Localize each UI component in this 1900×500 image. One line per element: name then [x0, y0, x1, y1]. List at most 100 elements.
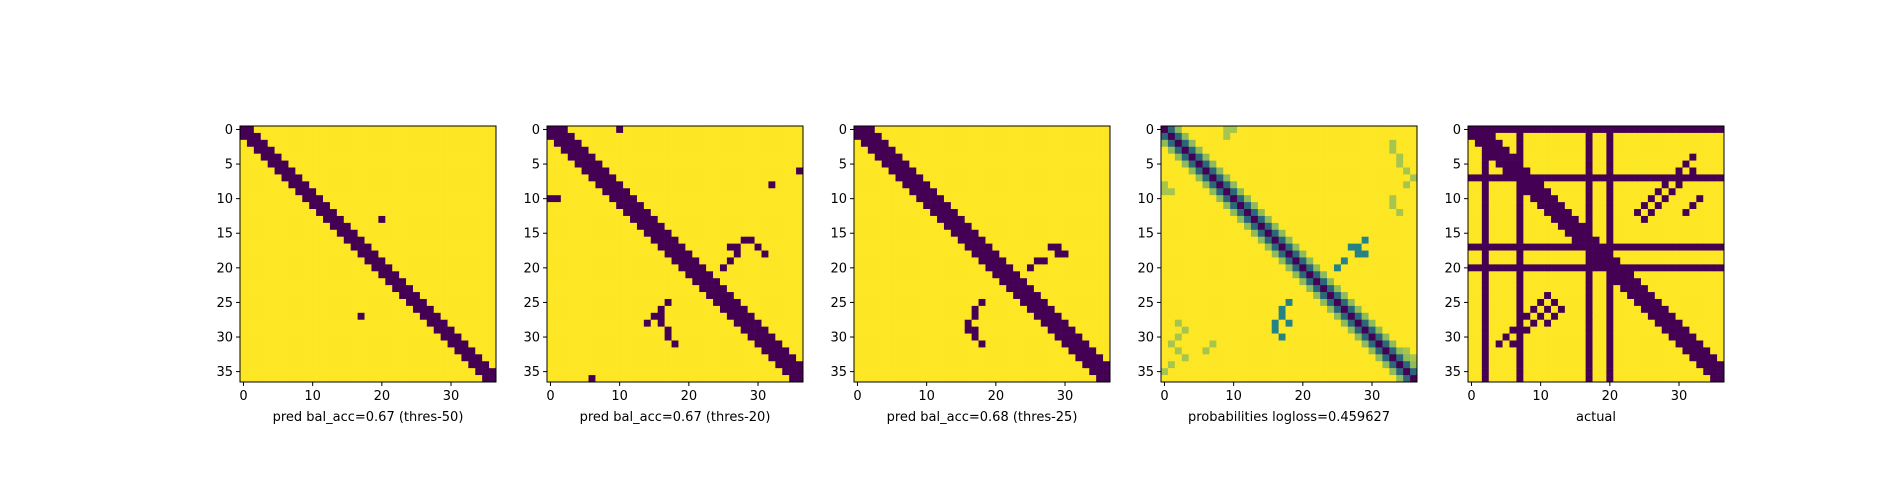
heatmap-cell — [468, 132, 476, 141]
heatmap-cell — [1410, 236, 1418, 244]
heatmap-cell — [295, 160, 303, 168]
heatmap-cell — [902, 243, 910, 251]
heatmap-cell — [489, 354, 497, 362]
heatmap-cell — [1292, 188, 1300, 196]
heatmap-cell — [364, 243, 372, 251]
heatmap-cell — [747, 368, 755, 376]
heatmap-cell — [323, 333, 331, 341]
heatmap-cell — [343, 215, 351, 224]
heatmap-cell — [1396, 229, 1404, 237]
heatmap-cell — [685, 257, 693, 265]
heatmap-cell — [323, 181, 331, 189]
heatmap-cell — [636, 160, 645, 168]
heatmap-cell — [1006, 146, 1014, 154]
heatmap-cell — [713, 195, 721, 203]
heatmap-cell — [713, 174, 721, 182]
heatmap-cell — [1061, 326, 1069, 334]
heatmap-cell — [468, 243, 476, 251]
heatmap-cell — [754, 312, 762, 321]
heatmap-cell — [719, 160, 728, 168]
heatmap-cell — [636, 354, 645, 362]
heatmap-cell — [336, 271, 345, 279]
heatmap-cell — [909, 146, 917, 154]
heatmap-cell — [957, 305, 965, 314]
heatmap-cell — [1082, 312, 1090, 321]
heatmap-cell — [719, 319, 728, 327]
heatmap-cell — [664, 132, 672, 141]
heatmap-cell — [930, 326, 938, 334]
heatmap-cell — [567, 181, 575, 189]
heatmap-cell — [482, 333, 490, 341]
heatmap-cell — [747, 312, 755, 321]
heatmap-cell — [1181, 153, 1189, 161]
heatmap-cell — [1061, 188, 1069, 196]
heatmap-cell — [671, 361, 679, 369]
heatmap-cell — [1244, 139, 1252, 148]
heatmap-cell — [860, 264, 869, 272]
heatmap-cell — [371, 368, 379, 376]
heatmap-cell — [482, 375, 490, 383]
heatmap-cell — [650, 215, 658, 224]
heatmap-cell — [1347, 146, 1356, 154]
heatmap-cell — [643, 305, 652, 314]
heatmap-cell — [874, 222, 882, 231]
heatmap-cell — [650, 174, 658, 182]
heatmap-cell — [630, 139, 638, 148]
heatmap-cell — [747, 229, 755, 237]
heatmap-cell — [560, 167, 569, 175]
heatmap-cell — [1054, 271, 1062, 279]
heatmap-cell — [468, 257, 476, 265]
heatmap-cell — [888, 264, 896, 272]
heatmap-cell — [630, 188, 638, 196]
heatmap-cell — [937, 236, 945, 244]
heatmap-cell — [1026, 312, 1035, 321]
heatmap-cell — [678, 285, 686, 293]
heatmap-cell — [588, 188, 596, 196]
heatmap-cell — [1250, 174, 1259, 182]
heatmap-cell — [240, 319, 248, 327]
heatmap-cell — [274, 243, 282, 251]
heatmap-cell — [547, 236, 555, 244]
heatmap-cell — [1103, 312, 1111, 321]
heatmap-cell — [1089, 340, 1097, 348]
heatmap-cell — [854, 319, 862, 327]
heatmap-cell — [260, 153, 268, 161]
heatmap-cell — [295, 361, 303, 369]
heatmap-cell — [567, 236, 575, 244]
heatmap-cell — [895, 215, 903, 224]
heatmap-cell — [378, 340, 386, 348]
heatmap-cell — [699, 153, 707, 161]
heatmap-cell — [964, 195, 972, 203]
heatmap-cell — [1020, 222, 1028, 231]
heatmap-cell — [616, 305, 624, 314]
heatmap-cell — [789, 354, 797, 362]
heatmap-cell — [1040, 209, 1049, 217]
heatmap-cell — [740, 222, 748, 231]
heatmap-cell — [888, 361, 896, 369]
heatmap-cell — [971, 292, 979, 300]
heatmap-cell — [874, 292, 882, 300]
heatmap-cell — [489, 243, 497, 251]
heatmap-cell — [302, 305, 310, 314]
heatmap-cell — [553, 368, 562, 376]
heatmap-cell — [378, 202, 386, 210]
heatmap-cell — [392, 305, 400, 314]
heatmap-cell — [378, 361, 386, 369]
heatmap-cell — [713, 312, 721, 321]
heatmap-cell — [1082, 195, 1090, 203]
heatmap-cell — [1216, 236, 1224, 244]
heatmap-cell — [733, 333, 742, 341]
heatmap-cell — [733, 347, 742, 355]
heatmap-cell — [902, 305, 910, 314]
heatmap-cell — [581, 278, 589, 286]
heatmap-cell — [267, 174, 275, 182]
heatmap-cell — [978, 298, 986, 307]
heatmap-cell — [664, 312, 672, 321]
heatmap-cell — [867, 278, 876, 286]
heatmap-cell — [1209, 202, 1217, 210]
heatmap-cell — [426, 153, 435, 161]
heatmap-cell — [357, 181, 365, 189]
heatmap-cell — [461, 222, 469, 231]
heatmap-cell — [964, 229, 972, 237]
heatmap-cell — [978, 195, 986, 203]
